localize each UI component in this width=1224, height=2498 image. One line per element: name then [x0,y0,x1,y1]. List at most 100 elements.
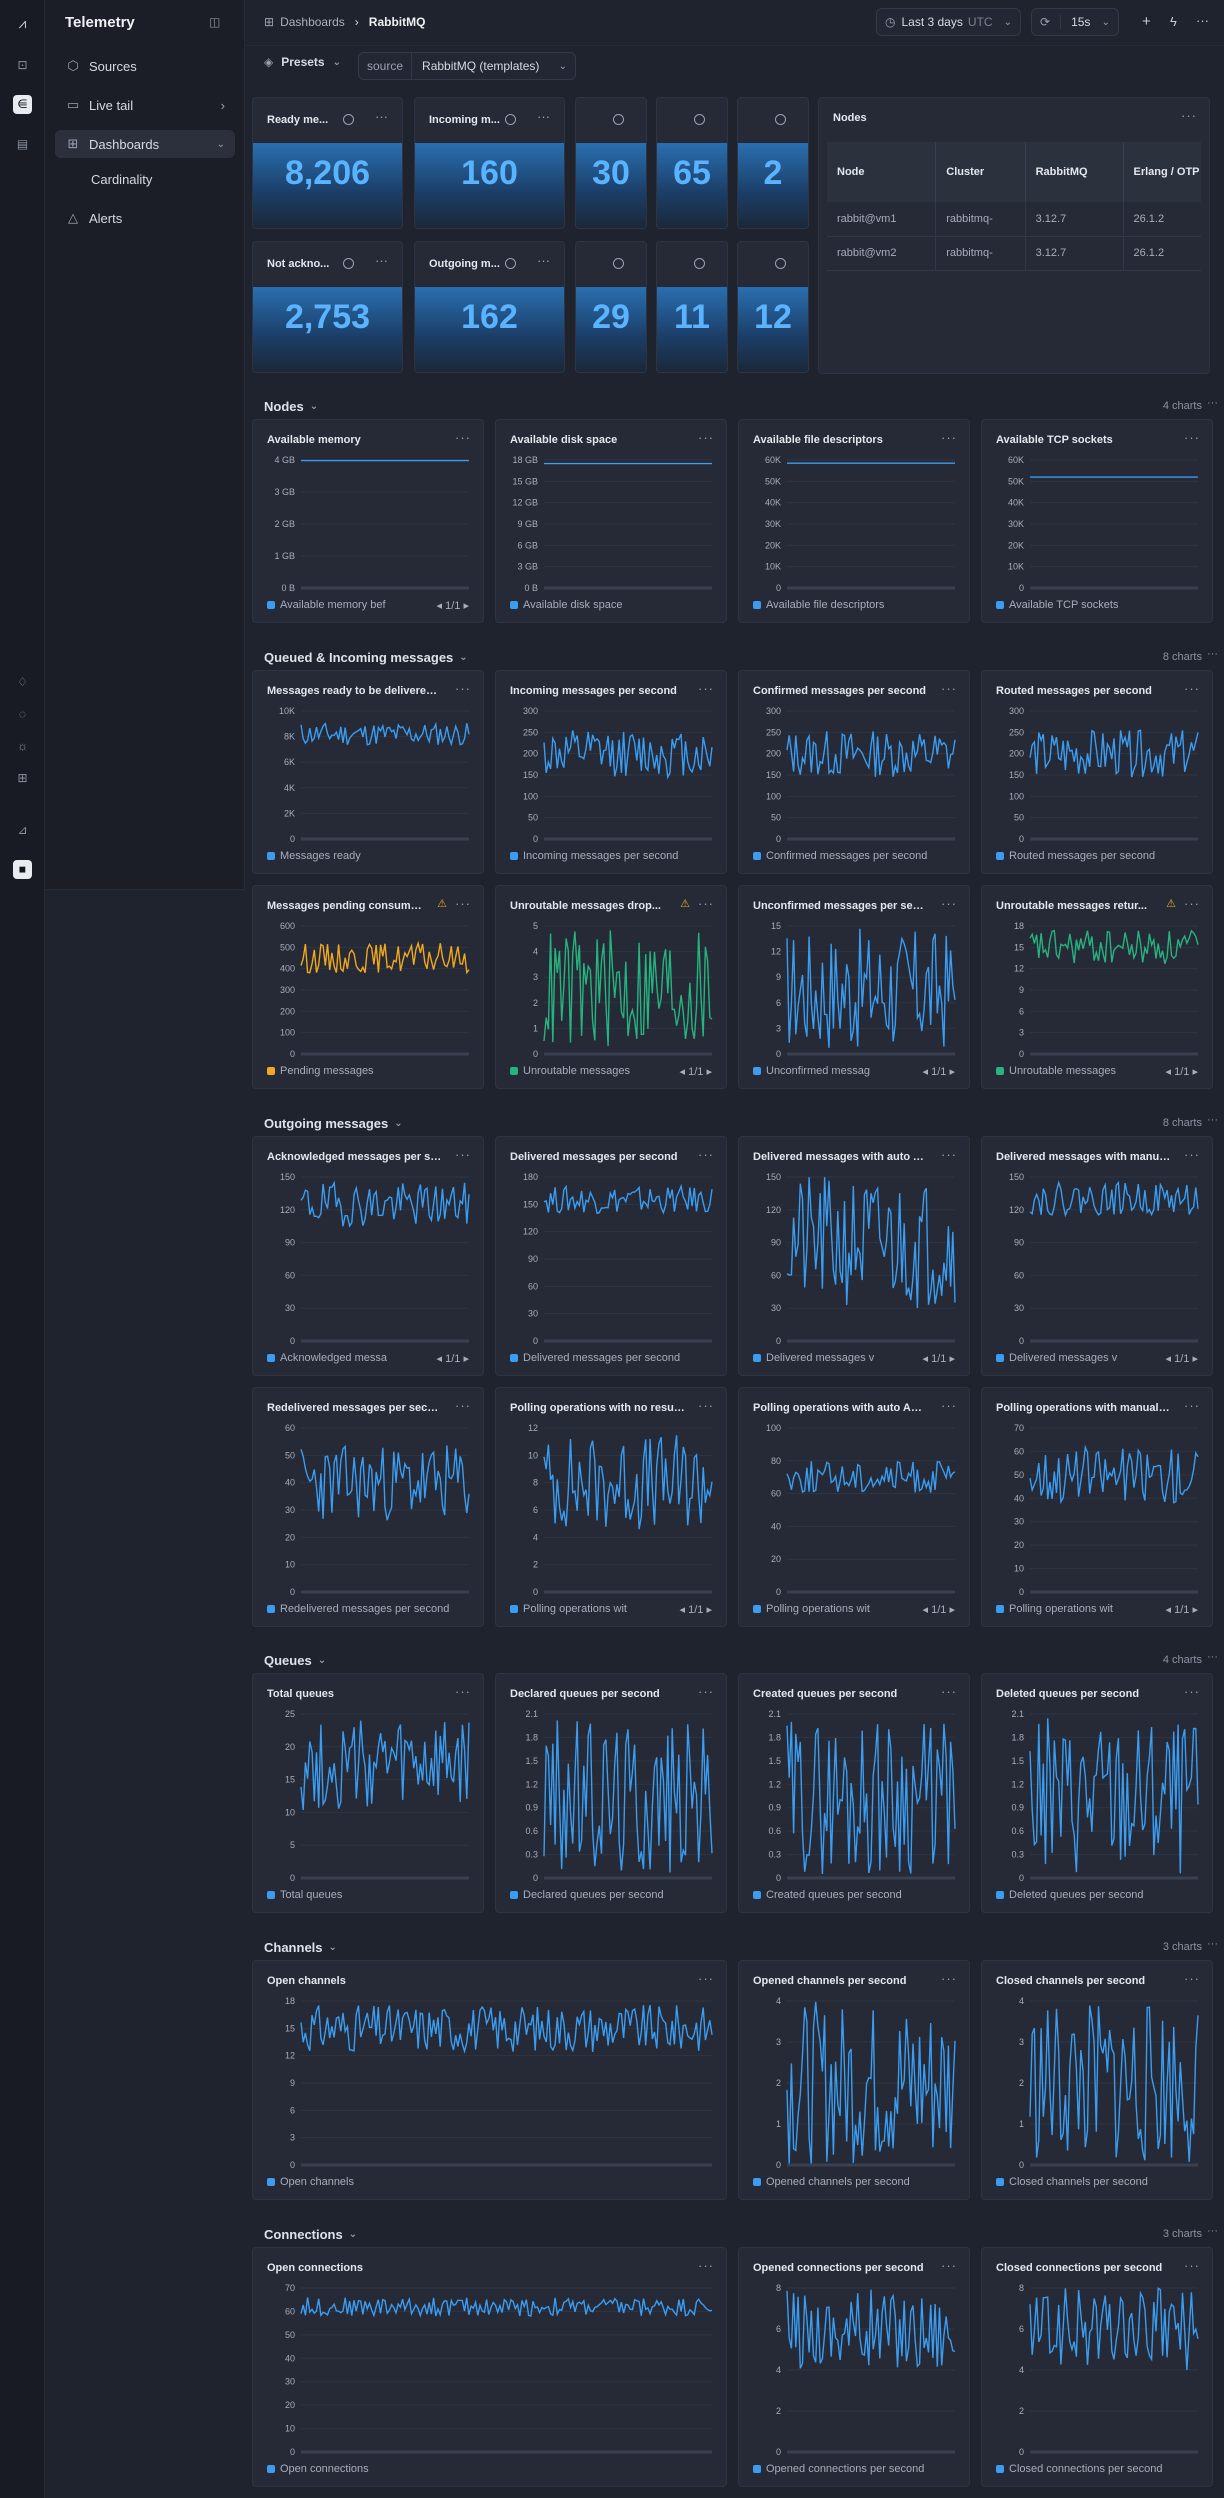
legend-item[interactable]: Open connections [267,2463,369,2475]
more-icon[interactable]: ··· [1184,2258,1200,2273]
more-icon[interactable]: ··· [698,2258,714,2273]
more-icon[interactable]: ··· [941,2258,957,2273]
prev-icon[interactable]: ◂ [922,1353,932,1365]
legend-pager[interactable]: ◂ 1/1 ▸ [923,1352,955,1365]
sidebar-item-sources[interactable]: ⬡ Sources [55,52,235,80]
legend-item[interactable]: Declared queues per second [510,1889,664,1901]
integrations-icon[interactable]: ⊿ [17,823,28,837]
legend-item[interactable]: Available TCP sockets [996,599,1118,611]
column-header[interactable]: Erlang / OTP [1133,165,1200,178]
more-icon[interactable]: ··· [1184,430,1200,445]
prev-icon[interactable]: ◂ [679,1066,689,1078]
more-icon[interactable]: ··· [1184,681,1200,696]
next-icon[interactable]: ▸ [460,600,469,612]
legend-item[interactable]: Polling operations wit [510,1603,627,1615]
lightning-icon[interactable]: ϟ [1170,14,1177,29]
more-icon[interactable]: ··· [698,1684,714,1699]
prev-icon[interactable]: ◂ [679,1604,689,1616]
legend-item[interactable]: Created queues per second [753,1889,902,1901]
legend-pager[interactable]: ◂ 1/1 ▸ [1166,1065,1198,1078]
sidebar-item-dashboards[interactable]: ⊞ Dashboards ⌄ [55,130,235,158]
more-icon[interactable]: ··· [375,109,388,124]
more-icon[interactable]: ··· [455,430,471,445]
legend-item[interactable]: Delivered messages per second [510,1352,680,1364]
section-header[interactable]: Queues ⌄ [264,1653,326,1668]
legend-pager[interactable]: ◂ 1/1 ▸ [1166,1603,1198,1616]
legend-pager[interactable]: ◂ 1/1 ▸ [680,1603,712,1616]
prev-icon[interactable]: ◂ [922,1066,932,1078]
more-icon[interactable]: ··· [941,1147,957,1162]
more-icon[interactable]: ··· [1181,108,1197,123]
more-icon[interactable]: ··· [455,1684,471,1699]
more-icon[interactable]: ··· [1207,2225,1218,2237]
legend-item[interactable]: Pending messages [267,1065,374,1077]
more-icon[interactable]: ··· [1207,1651,1218,1663]
section-header[interactable]: Queued & Incoming messages ⌄ [264,650,468,665]
breadcrumb-root[interactable]: Dashboards [280,15,345,29]
sidebar-item-cardinality[interactable]: Cardinality [81,165,235,193]
section-header[interactable]: Outgoing messages ⌄ [264,1116,403,1131]
more-icon[interactable]: ··· [941,1398,957,1413]
legend-item[interactable]: Incoming messages per second [510,850,678,862]
section-header[interactable]: Channels ⌄ [264,1940,337,1955]
more-icon[interactable]: ··· [698,1971,714,1986]
bell-icon[interactable]: ♢ [17,675,28,689]
chat-icon[interactable]: ◌ [18,707,27,721]
prev-icon[interactable]: ◂ [1165,1353,1175,1365]
more-icon[interactable]: ··· [1184,1971,1200,1986]
more-icon[interactable]: ··· [941,1684,957,1699]
legend-pager[interactable]: ◂ 1/1 ▸ [437,1352,469,1365]
next-icon[interactable]: ▸ [460,1353,469,1365]
more-icon[interactable]: ··· [1184,896,1200,911]
legend-pager[interactable]: ◂ 1/1 ▸ [437,599,469,612]
more-icon[interactable]: ··· [698,896,714,911]
more-icon[interactable]: ··· [455,681,471,696]
more-icon[interactable]: ··· [455,896,471,911]
legend-pager[interactable]: ◂ 1/1 ▸ [923,1065,955,1078]
more-icon[interactable]: ··· [455,1147,471,1162]
column-header[interactable]: Cluster [935,142,1026,202]
time-range-picker[interactable]: ◷ Last 3 days UTC ⌄ [876,8,1021,36]
legend-item[interactable]: Polling operations wit [753,1603,870,1615]
legend-item[interactable]: Opened channels per second [753,2176,910,2188]
legend-item[interactable]: Opened connections per second [753,2463,924,2475]
more-icon[interactable]: ··· [698,1147,714,1162]
add-icon[interactable]: + [1142,13,1151,30]
more-icon[interactable]: ··· [698,681,714,696]
more-icon[interactable]: ··· [375,253,388,268]
legend-item[interactable]: Available disk space [510,599,622,611]
sidebar-item-live-tail[interactable]: ▭ Live tail › [55,91,235,119]
next-icon[interactable]: ▸ [703,1066,712,1078]
more-icon[interactable]: ··· [941,896,957,911]
section-header[interactable]: Nodes ⌄ [264,399,318,414]
grid-icon[interactable]: ⊞ [17,771,28,785]
presets-button[interactable]: ◈ Presets ⌄ [264,55,341,69]
legend-item[interactable]: Total queues [267,1889,342,1901]
legend-item[interactable]: Redelivered messages per second [267,1603,449,1615]
more-icon[interactable]: ··· [1184,1684,1200,1699]
more-icon[interactable]: ··· [455,1398,471,1413]
next-icon[interactable]: ▸ [703,1604,712,1616]
legend-item[interactable]: Closed connections per second [996,2463,1162,2475]
more-icon[interactable]: ··· [1207,1114,1218,1126]
more-icon[interactable]: ··· [537,109,550,124]
legend-item[interactable]: Routed messages per second [996,850,1155,862]
prev-icon[interactable]: ◂ [436,1353,446,1365]
more-icon[interactable]: ··· [941,430,957,445]
more-icon[interactable]: ··· [1207,648,1218,660]
uptime-icon[interactable]: ⊡ [17,58,28,72]
more-icon[interactable]: ··· [1207,1938,1218,1950]
legend-item[interactable]: Acknowledged messa [267,1352,387,1364]
more-icon[interactable]: ··· [941,681,957,696]
next-icon[interactable]: ▸ [946,1066,955,1078]
avatar[interactable]: ◼ [13,860,32,879]
warehouse-icon[interactable]: ▤ [16,137,29,151]
legend-item[interactable]: Messages ready [267,850,361,862]
prev-icon[interactable]: ◂ [922,1604,932,1616]
legend-item[interactable]: Closed channels per second [996,2176,1148,2188]
next-icon[interactable]: ▸ [1189,1066,1198,1078]
legend-item[interactable]: Deleted queues per second [996,1889,1144,1901]
more-icon[interactable]: ··· [1184,1147,1200,1162]
prev-icon[interactable]: ◂ [436,600,446,612]
column-header[interactable]: Node [827,142,937,202]
